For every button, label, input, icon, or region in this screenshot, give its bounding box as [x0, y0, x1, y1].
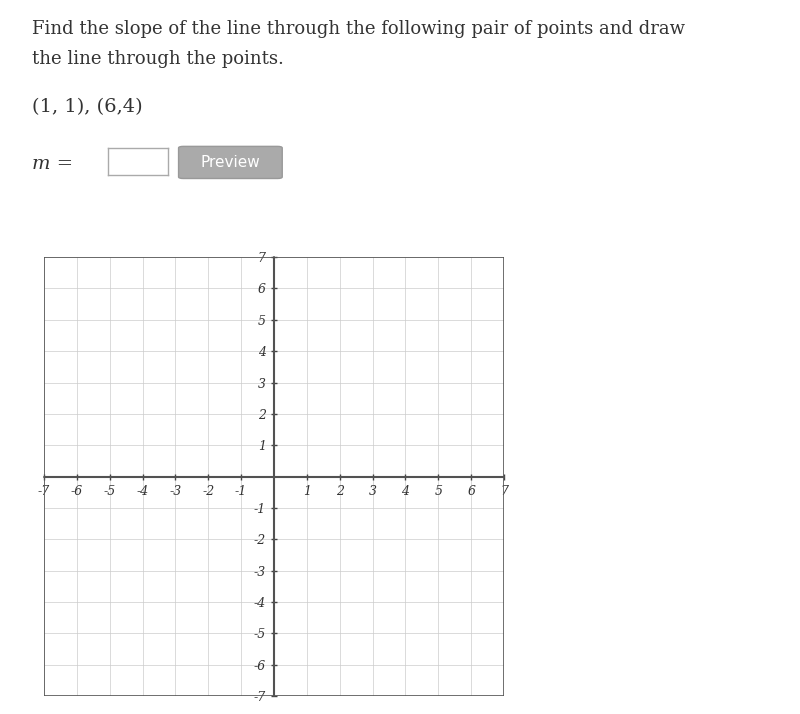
- FancyBboxPatch shape: [178, 146, 282, 178]
- Text: m =: m =: [32, 155, 73, 173]
- Text: (1, 1), (6,4): (1, 1), (6,4): [32, 99, 142, 116]
- Text: the line through the points.: the line through the points.: [32, 50, 284, 68]
- Text: Find the slope of the line through the following pair of points and draw: Find the slope of the line through the f…: [32, 20, 685, 38]
- Text: Preview: Preview: [201, 155, 260, 170]
